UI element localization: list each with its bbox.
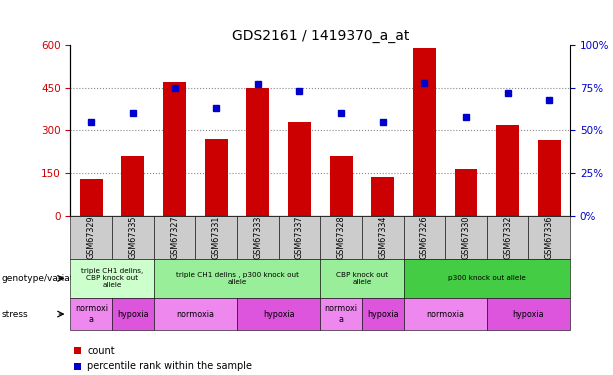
Text: GSM67328: GSM67328 (337, 215, 346, 259)
Bar (455, 169, 478, 216)
Text: normoxia: normoxia (177, 310, 215, 319)
Bar (121, 156, 145, 216)
Text: triple CH1 delins,
CBP knock out
allele: triple CH1 delins, CBP knock out allele (81, 268, 143, 288)
Text: GSM67336: GSM67336 (545, 216, 554, 259)
Text: normoxi
a: normoxi a (325, 304, 357, 324)
Text: GSM67333: GSM67333 (253, 216, 262, 259)
Text: count: count (87, 346, 115, 355)
Text: GSM67335: GSM67335 (129, 215, 137, 259)
Text: stress: stress (1, 310, 28, 319)
Text: GSM67326: GSM67326 (420, 215, 429, 259)
Text: hypoxia: hypoxia (512, 310, 544, 319)
Bar (330, 156, 352, 216)
Text: hypoxia: hypoxia (263, 310, 294, 319)
Text: percentile rank within the sample: percentile rank within the sample (87, 362, 252, 371)
Bar (538, 140, 561, 216)
Text: normoxia: normoxia (426, 310, 464, 319)
Text: GSM67334: GSM67334 (378, 216, 387, 259)
Bar (496, 124, 519, 216)
Bar (246, 88, 269, 216)
Text: CBP knock out
allele: CBP knock out allele (336, 272, 388, 285)
Text: normoxi
a: normoxi a (75, 304, 108, 324)
Text: GSM67332: GSM67332 (503, 215, 512, 259)
Text: GSM67327: GSM67327 (170, 215, 179, 259)
Text: triple CH1 delins , p300 knock out
allele: triple CH1 delins , p300 knock out allel… (175, 272, 299, 285)
Text: p300 knock out allele: p300 knock out allele (448, 275, 526, 281)
Text: GSM67329: GSM67329 (87, 215, 96, 259)
Bar (80, 178, 103, 216)
Text: GSM67331: GSM67331 (211, 216, 221, 259)
Text: genotype/variation: genotype/variation (1, 274, 88, 283)
Text: GSM67337: GSM67337 (295, 215, 304, 259)
Bar (205, 139, 227, 216)
Bar (371, 177, 394, 216)
Bar (163, 82, 186, 216)
Text: hypoxia: hypoxia (367, 310, 398, 319)
Title: GDS2161 / 1419370_a_at: GDS2161 / 1419370_a_at (232, 28, 409, 43)
Text: hypoxia: hypoxia (117, 310, 149, 319)
Bar (413, 48, 436, 216)
Text: GSM67330: GSM67330 (462, 216, 471, 259)
Bar (288, 122, 311, 216)
